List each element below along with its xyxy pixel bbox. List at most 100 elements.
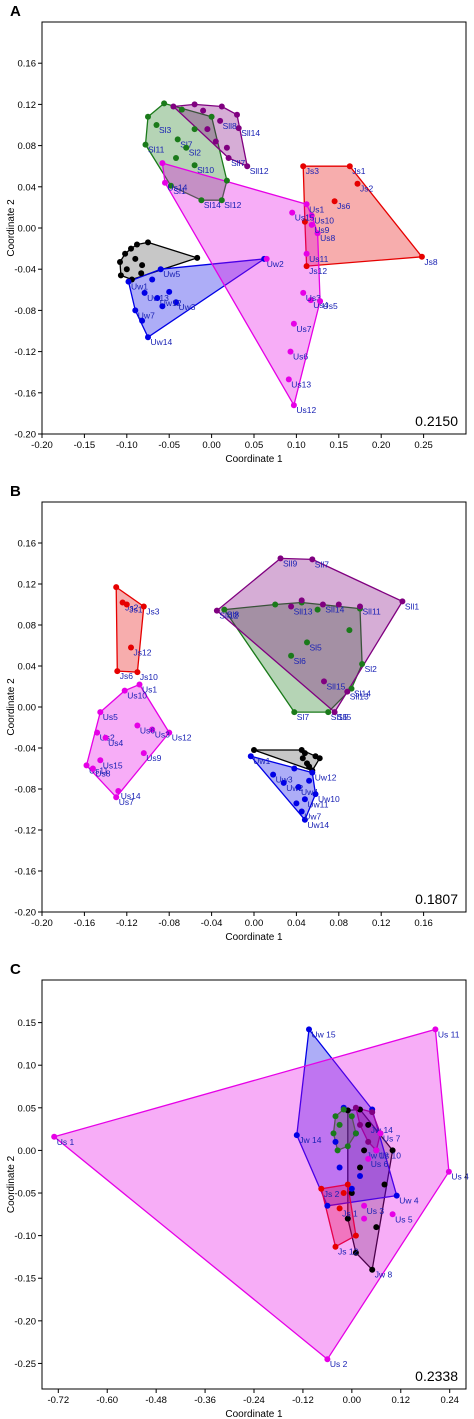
y-tick-label: -0.12	[14, 347, 36, 358]
point-label: Sll12	[250, 166, 269, 176]
point-sll	[218, 103, 225, 110]
point-label: Us5	[323, 301, 338, 311]
point-uw	[293, 800, 300, 807]
point-label: Uw14	[307, 820, 329, 830]
y-tick-label: 0.16	[18, 59, 37, 70]
point-label: Us8	[320, 233, 335, 243]
point-sl	[288, 652, 295, 659]
point-sll	[357, 1121, 363, 1128]
y-tick-label: -0.16	[14, 388, 36, 399]
point-sll	[344, 688, 351, 695]
point-sll	[319, 601, 326, 608]
point-us	[149, 726, 156, 733]
point-label: Sl10	[197, 165, 214, 175]
point-sll	[204, 126, 211, 133]
y-tick-label: 0.08	[18, 621, 37, 632]
point-label: Uw3	[276, 775, 293, 785]
point-sll	[213, 607, 220, 614]
point-sl	[191, 162, 198, 169]
point-label: Sll7	[315, 559, 329, 569]
point-sll	[298, 597, 305, 604]
point-label: Sl14	[204, 200, 221, 210]
y-axis-label: Coordinate 2	[6, 1155, 17, 1213]
point-sll	[212, 138, 219, 145]
point-label: Us 10	[379, 1150, 401, 1160]
point-us	[285, 376, 292, 383]
y-tick-label: -0.10	[14, 1231, 36, 1242]
point-label: Sl14	[354, 689, 371, 699]
point-sl	[145, 113, 151, 120]
point-label: Us9	[146, 753, 161, 763]
point-jw	[373, 1224, 380, 1231]
point-label: Uw10	[318, 794, 340, 804]
point-uw	[125, 278, 132, 285]
point-sl	[352, 1130, 359, 1137]
point-jw	[145, 239, 151, 246]
x-tick-label: -0.08	[158, 918, 180, 929]
point-us	[308, 212, 315, 219]
x-tick-label: -0.60	[96, 1395, 118, 1406]
point-sl	[183, 144, 190, 151]
point-label: Us12	[172, 733, 192, 743]
point-sl	[198, 197, 205, 204]
y-tick-label: 0.10	[18, 1061, 37, 1072]
point-jw	[194, 254, 201, 261]
point-label: Uw1	[253, 756, 270, 766]
point-us	[162, 179, 168, 186]
point-sl	[340, 1106, 347, 1113]
y-tick-label: 0.04	[18, 662, 37, 673]
x-tick-label: -0.12	[292, 1395, 314, 1406]
point-js	[352, 1232, 359, 1239]
point-js	[301, 218, 308, 225]
point-jw	[348, 1190, 355, 1196]
point-sl	[167, 182, 174, 189]
point-jw	[389, 1147, 396, 1154]
point-sl	[314, 606, 321, 613]
point-sll	[365, 1138, 372, 1145]
point-us	[365, 1155, 372, 1162]
y-tick-label: 0.12	[18, 580, 37, 591]
x-tick-label: -0.05	[158, 440, 180, 451]
point-label: Us4	[313, 300, 328, 310]
point-uw	[336, 1164, 343, 1171]
point-us	[314, 230, 321, 237]
point-label: Uw5	[163, 269, 180, 279]
hull-sll	[216, 557, 404, 713]
y-tick-label: -0.25	[14, 1359, 36, 1370]
point-label: Us13	[291, 379, 311, 389]
point-us	[361, 1215, 368, 1222]
point-js	[340, 1190, 347, 1196]
point-us	[445, 1168, 452, 1175]
point-label: Js 12	[338, 1247, 359, 1257]
point-label: Sl12	[224, 200, 241, 210]
point-us	[263, 255, 270, 262]
x-tick-label: 0.00	[343, 1395, 362, 1406]
point-label: Us3	[306, 293, 321, 303]
point-label: Uw 4	[399, 1196, 419, 1206]
point-js	[318, 1185, 325, 1192]
point-label: Uw4	[301, 787, 318, 797]
point-sll	[191, 101, 198, 108]
x-tick-label: -0.20	[31, 440, 53, 451]
point-sll	[235, 125, 242, 132]
point-uw	[295, 784, 302, 790]
point-js	[336, 1205, 343, 1212]
y-tick-label: 0.12	[18, 100, 37, 111]
point-sll	[331, 709, 338, 716]
point-label: Uw14	[151, 337, 173, 347]
point-us	[303, 250, 310, 257]
point-label: Sl8	[227, 610, 240, 620]
point-uw	[312, 791, 319, 798]
point-label: Us11	[89, 765, 108, 775]
point-label: Uw7	[304, 812, 321, 822]
point-us	[361, 1202, 368, 1209]
point-label: Uw 15	[312, 1029, 336, 1039]
point-label: Sll12	[219, 611, 238, 621]
point-label: Js12	[309, 266, 327, 276]
point-sl	[348, 685, 355, 692]
point-js	[300, 163, 307, 170]
point-label: Us6	[293, 352, 308, 362]
point-label: Sll8	[223, 121, 237, 131]
point-js	[331, 198, 338, 205]
